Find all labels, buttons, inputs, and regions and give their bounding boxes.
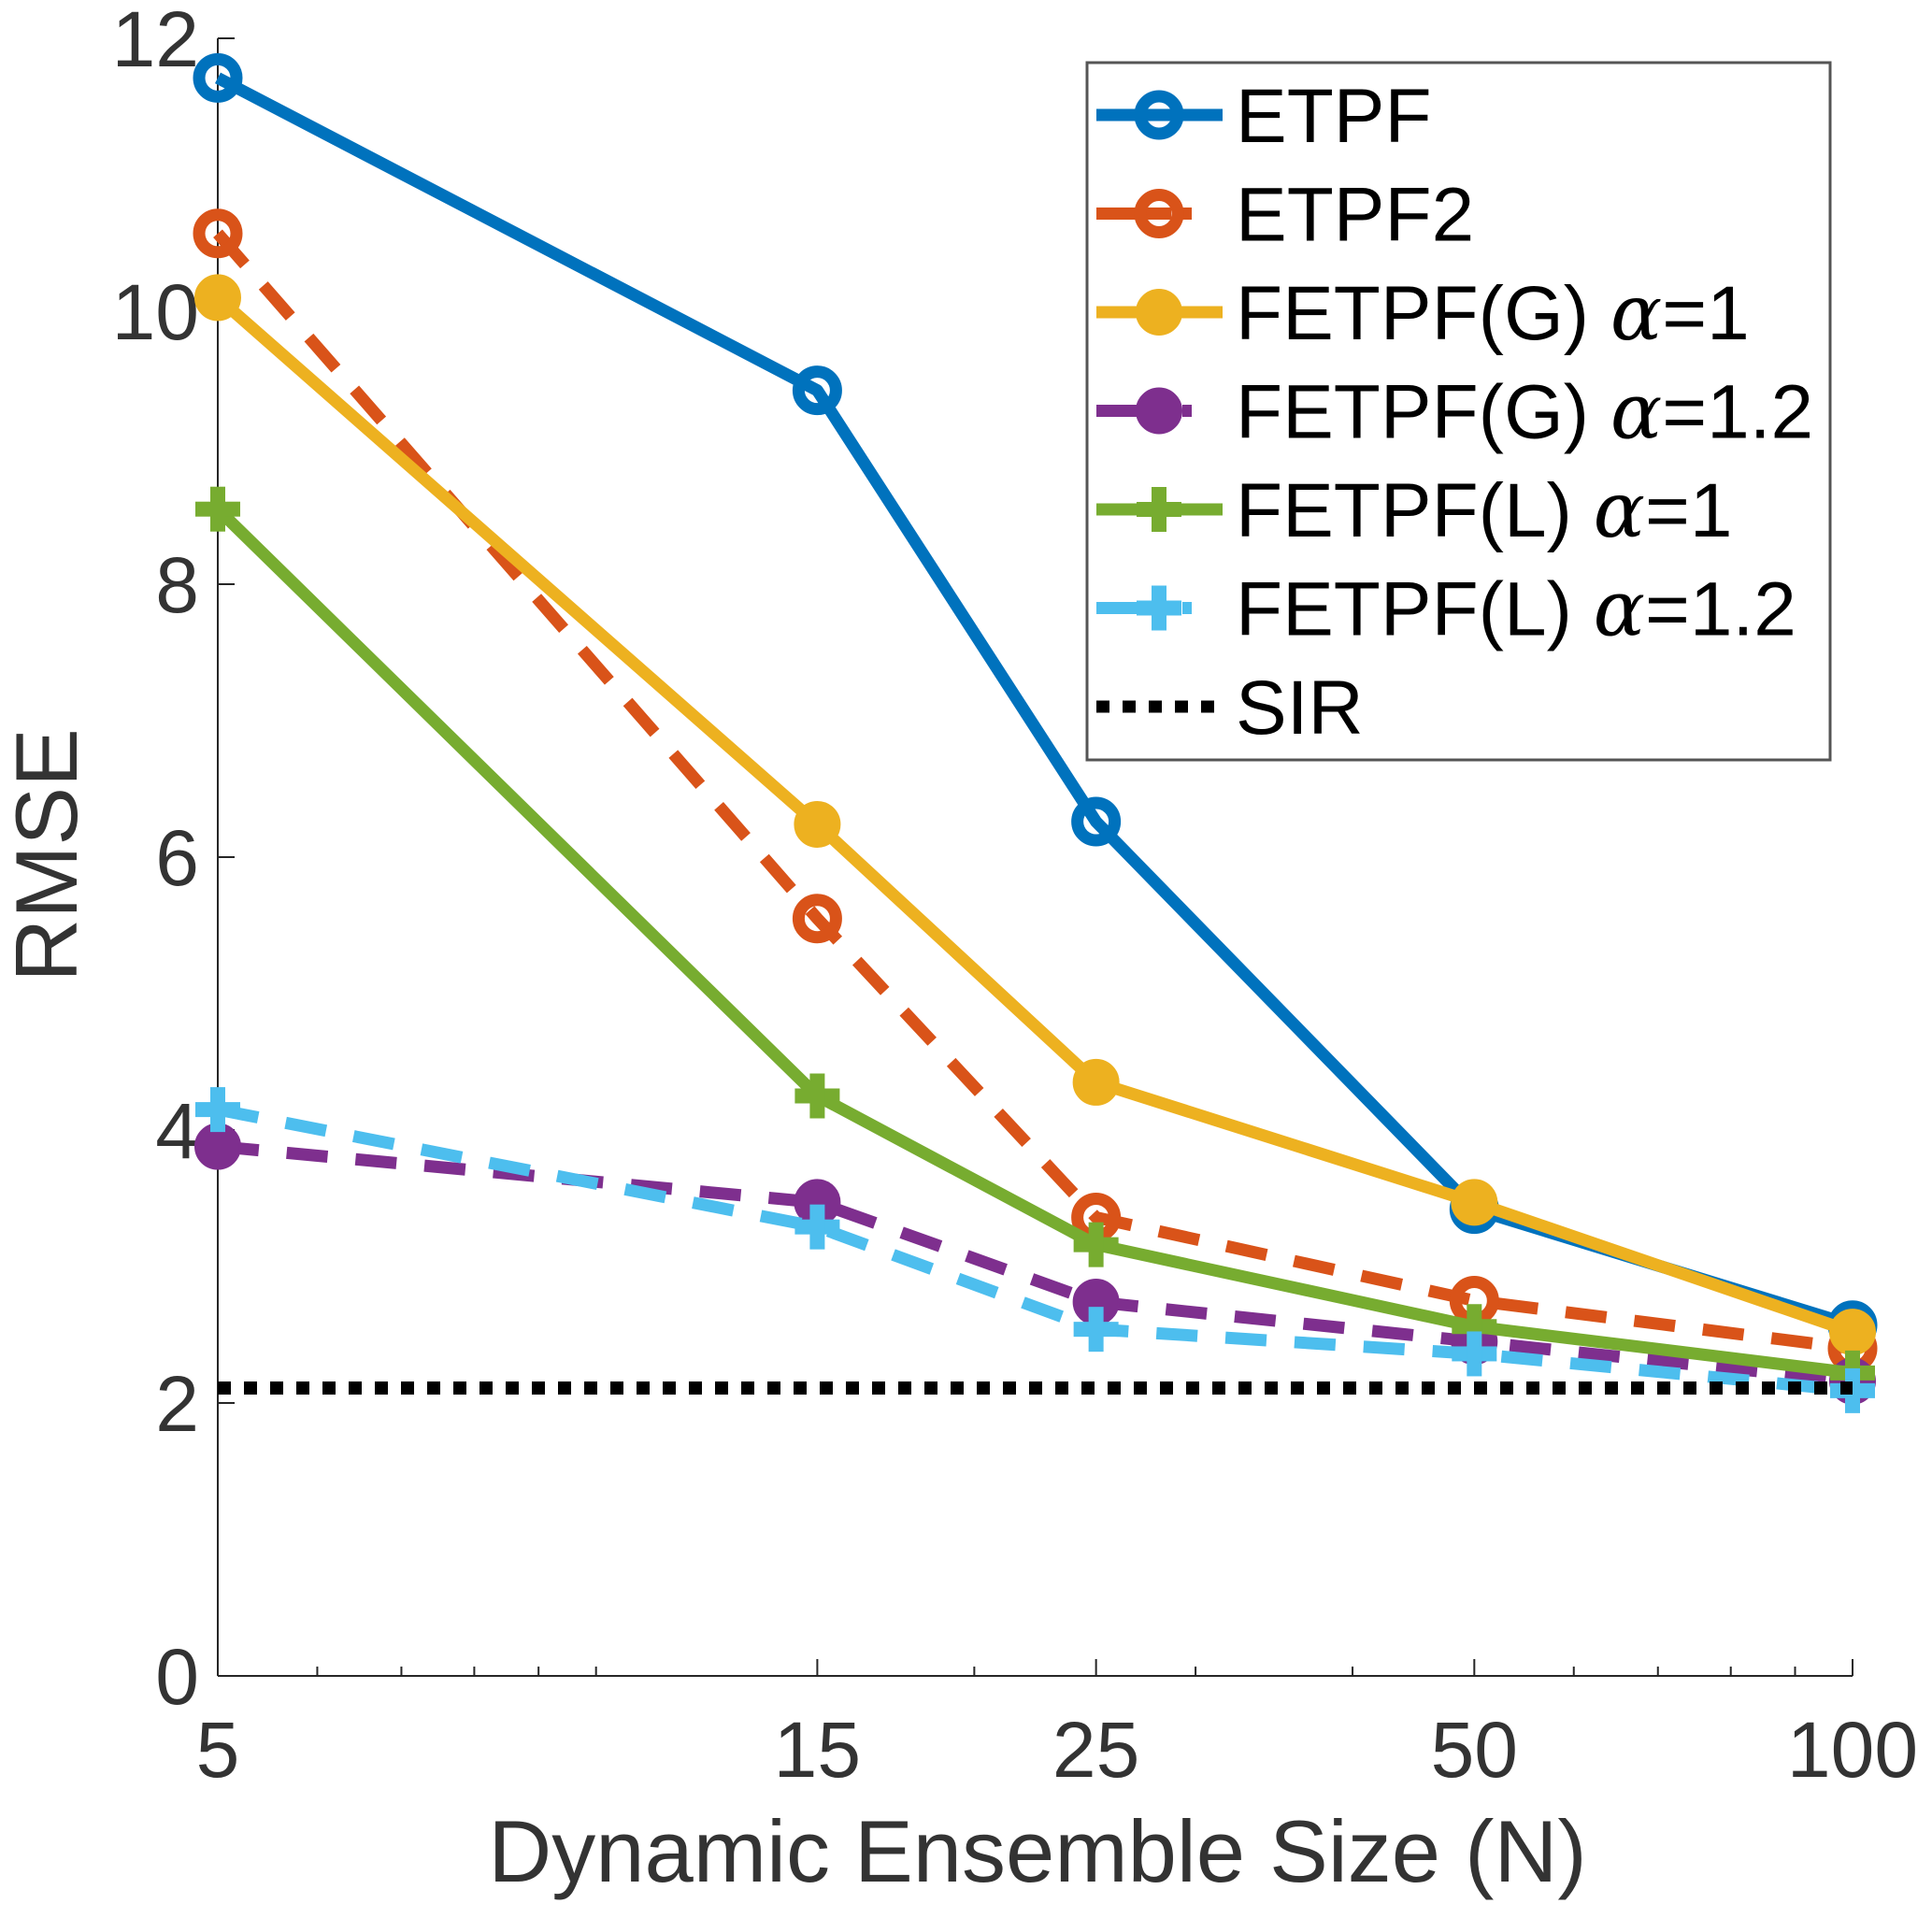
legend-label-main: ETPF — [1236, 74, 1432, 159]
y-axis-label: RMSE — [0, 728, 95, 982]
plus-vertical-bar — [210, 1087, 225, 1133]
legend-item: ETPF2 — [1096, 173, 1474, 258]
axes: 0 2 4 6 8 10 12 5 15 25 50 100 — [112, 0, 1919, 1794]
legend-item: FETPF(G) α=1.2 — [1096, 368, 1813, 457]
plus-vertical-bar — [809, 1073, 825, 1119]
legend-label-suffix: =1 — [1645, 468, 1733, 553]
legend-item: FETPF(L) α=1 — [1096, 466, 1733, 555]
legend-label-suffix: =1.2 — [1662, 370, 1813, 455]
y-tick-label: 8 — [155, 541, 199, 629]
legend-marker — [1134, 90, 1184, 140]
legend-label-alpha: α — [1594, 466, 1645, 555]
data-point-marker — [792, 365, 842, 416]
y-tick-label: 6 — [155, 814, 199, 902]
data-point-marker — [1071, 796, 1122, 847]
x-tick-label: 5 — [196, 1706, 240, 1794]
legend-label: FETPF(G) α=1.2 — [1236, 368, 1813, 457]
plus-vertical-bar — [1088, 1222, 1104, 1267]
data-point-marker — [794, 800, 841, 848]
plus-vertical-bar — [1088, 1307, 1104, 1353]
data-point-marker — [1073, 1222, 1119, 1267]
legend-label-suffix: =1 — [1662, 271, 1750, 356]
data-point-marker — [195, 1087, 240, 1133]
data-point-marker — [194, 274, 241, 322]
series-layer — [193, 52, 1878, 1413]
series-fetpf-g-1-2 — [194, 1123, 1876, 1405]
legend-label: FETPF(L) α=1 — [1236, 466, 1733, 555]
legend-marker — [1137, 487, 1181, 532]
series-line — [217, 1140, 1853, 1388]
data-point-marker — [794, 1204, 840, 1250]
data-point-marker — [1452, 1331, 1497, 1377]
y-tick-label: 10 — [112, 268, 199, 356]
legend-label: SIR — [1236, 666, 1364, 751]
legend-label-alpha: α — [1594, 565, 1645, 654]
plus-vertical-bar — [1467, 1331, 1482, 1377]
legend-marker — [1137, 585, 1181, 631]
legend-marker — [1134, 189, 1184, 238]
x-axis-label: Dynamic Ensemble Size (N) — [488, 1802, 1586, 1900]
legend-label-main: ETPF2 — [1236, 173, 1474, 258]
legend-box — [1085, 61, 1832, 762]
series-fetpf-l-1-2 — [195, 1087, 1875, 1413]
y-tick-label: 0 — [155, 1633, 199, 1721]
legend-label-suffix: =1.2 — [1645, 567, 1796, 652]
data-point-marker — [195, 486, 240, 532]
y-tick-label: 12 — [112, 0, 199, 83]
plus-vertical-bar — [1152, 585, 1166, 631]
legend-item: FETPF(L) α=1.2 — [1096, 565, 1796, 654]
legend-label-main: FETPF(G) — [1236, 271, 1610, 356]
data-point-marker — [193, 52, 243, 103]
x-tick-label: 100 — [1787, 1706, 1918, 1794]
data-point-marker — [794, 1073, 840, 1119]
y-tick-label: 4 — [155, 1087, 199, 1175]
x-tick-label: 25 — [1052, 1706, 1139, 1794]
plus-vertical-bar — [210, 486, 225, 532]
data-point-marker — [1072, 1058, 1120, 1106]
legend-label: ETPF2 — [1236, 173, 1474, 258]
legend-item: FETPF(G) α=1 — [1096, 269, 1750, 358]
legend-label-main: FETPF(L) — [1236, 567, 1594, 652]
data-point-marker — [193, 208, 243, 259]
legend-label-main: FETPF(G) — [1236, 370, 1610, 455]
legend-marker — [1136, 289, 1182, 336]
legend-label-alpha: α — [1610, 269, 1662, 358]
legend-label: FETPF(L) α=1.2 — [1236, 565, 1796, 654]
y-tick-label: 2 — [155, 1360, 199, 1448]
legend-label-main: FETPF(L) — [1236, 468, 1594, 553]
x-tick-label: 15 — [774, 1706, 861, 1794]
legend-item: ETPF — [1096, 74, 1432, 159]
legend-label-alpha: α — [1610, 368, 1662, 457]
legend-label: ETPF — [1236, 74, 1432, 159]
data-point-marker — [1451, 1179, 1498, 1226]
series-fetpf-g-1 — [194, 274, 1876, 1356]
x-tick-label: 50 — [1431, 1706, 1518, 1794]
plus-vertical-bar — [1152, 487, 1166, 532]
legend-item: SIR — [1096, 666, 1364, 751]
plus-vertical-bar — [809, 1204, 825, 1250]
legend-label: FETPF(G) α=1 — [1236, 269, 1750, 358]
legend-marker — [1136, 387, 1182, 435]
data-point-marker — [792, 894, 842, 944]
data-point-marker — [1829, 1309, 1876, 1356]
legend-label-main: SIR — [1236, 666, 1364, 751]
series-line — [213, 229, 1853, 1355]
data-point-marker — [1073, 1307, 1119, 1353]
